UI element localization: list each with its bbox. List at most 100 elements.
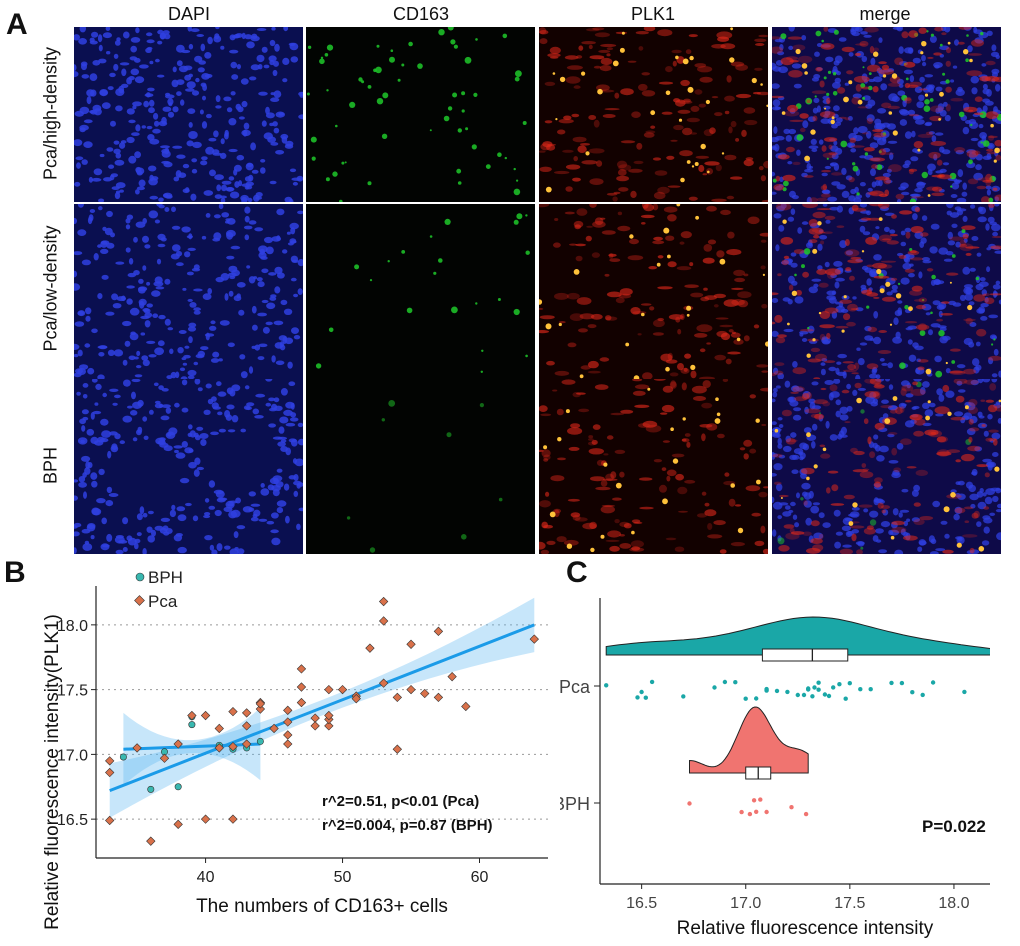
c-x-axis-label: Relative fluorescence intensity (677, 918, 934, 939)
b-point-pca (159, 753, 170, 763)
c-point-pca (764, 686, 769, 692)
panel-c-letter: C (566, 556, 588, 589)
b-point-pca (447, 671, 457, 682)
c-violin-pca (605, 616, 990, 656)
c-point-pca (604, 683, 609, 688)
c-point-pca (801, 692, 807, 698)
column-header-dapi: DAPI (167, 4, 210, 24)
b-point-pca (105, 815, 115, 826)
c-point-bph (687, 801, 692, 806)
legend-pca-label: Pca (148, 592, 178, 611)
c-point-bph (739, 809, 744, 815)
annotation-bph-stats: r^2=0.004, p=0.87 (BPH) (322, 817, 493, 834)
b-point-pca (241, 721, 252, 731)
annotation-pca-stats: r^2=0.51, p<0.01 (Pca) (322, 793, 479, 810)
c-point-pca (868, 687, 873, 692)
b-point-pca (187, 710, 197, 721)
c-point-bph (789, 805, 794, 810)
c-point-pca (643, 695, 648, 700)
c-point-pca (649, 679, 655, 685)
x-axis-label: The numbers of CD163+ cells (196, 896, 448, 917)
c-point-pca (774, 688, 780, 694)
micrograph-pca-high-density-cd163 (306, 27, 535, 202)
b-point-pca (255, 699, 266, 709)
b-point-pca (283, 705, 293, 716)
b-point-pca (433, 626, 444, 637)
c-xtick-label-3: 18.0 (938, 895, 969, 912)
micrograph-pca-low-density-cd163 (306, 204, 535, 379)
micrograph-pca-high-density-dapi (74, 27, 303, 202)
c-point-bph (747, 811, 753, 817)
b-xtick-label-2: 60 (471, 869, 489, 886)
c-point-pca (822, 692, 828, 697)
b-point-pca (241, 739, 252, 749)
c-point-bph (803, 811, 809, 817)
micrograph-bph-dapi (74, 379, 303, 554)
b-point-pca (132, 743, 142, 753)
c-point-pca (681, 694, 686, 699)
b-ytick-label-1: 17.0 (57, 747, 88, 764)
b-point-pca (228, 706, 238, 717)
column-header-merge: merge (859, 4, 911, 24)
c-point-pca (837, 682, 842, 687)
b-point-bph (174, 783, 182, 791)
micrograph-pca-high-density-merge (772, 27, 1001, 202)
b-point-pca (283, 730, 293, 740)
micrograph-pca-low-density-plk1 (539, 204, 768, 379)
panel-b-letter: B (4, 556, 26, 589)
c-box-pca (761, 648, 849, 662)
b-point-pca (337, 684, 348, 695)
column-header-plk1: PLK1 (630, 4, 676, 24)
micrograph-bph-cd163 (306, 379, 535, 554)
c-point-pca (816, 680, 821, 685)
b-point-pca (310, 713, 320, 723)
c-point-pca (795, 692, 800, 698)
c-xtick-label-0: 16.5 (626, 895, 657, 912)
b-point-pca (392, 744, 403, 754)
b-point-bph (119, 753, 127, 761)
b-point-pca (296, 697, 307, 708)
b-point-pca (105, 767, 115, 778)
b-point-pca (310, 721, 320, 731)
b-point-pca (146, 836, 156, 846)
c-point-bph (764, 809, 769, 815)
b-fit-line-bph (123, 742, 261, 751)
c-point-pca (847, 681, 852, 686)
c-xtick-label-2: 17.5 (834, 895, 865, 912)
c-xtick-label-1: 17.0 (730, 895, 761, 912)
c-point-pca (910, 690, 915, 695)
b-point-pca (200, 710, 211, 721)
micrograph-bph-plk1 (539, 379, 768, 554)
row-label-pca-high-density: Pca/high-density (40, 46, 61, 181)
b-point-pca (200, 814, 211, 824)
c-point-pca (899, 680, 905, 686)
b-point-pca (365, 643, 375, 653)
b-point-pca (269, 723, 279, 734)
b-point-pca (296, 682, 307, 692)
micrograph-pca-low-density-merge (772, 204, 1001, 379)
b-point-pca (296, 664, 307, 674)
c-point-pca (858, 687, 863, 692)
b-point-pca (406, 684, 416, 695)
c-point-pca (810, 694, 815, 699)
b-ytick-label-2: 17.5 (57, 683, 88, 700)
c-point-pca (889, 680, 894, 686)
b-point-pca (351, 694, 361, 704)
b-point-pca (255, 704, 266, 714)
b-fit-line-pca (109, 623, 535, 793)
scatter-chart-plk1-vs-cd163: 16.5 17.0 17.5 18.0 40 50 60 Relative fluoresc… (42, 568, 548, 930)
b-point-pca (529, 634, 539, 644)
c-point-pca (930, 680, 936, 685)
micrograph-pca-low-density-dapi (74, 204, 303, 379)
c-point-bph (751, 798, 757, 803)
b-point-pca (420, 688, 430, 699)
row-label-pca-low-density: Pca/low-density (40, 225, 61, 352)
c-point-pca (743, 696, 748, 701)
b-point-bph (188, 721, 196, 729)
c-point-pca (962, 689, 967, 695)
legend-bph-label: BPH (148, 568, 183, 587)
c-point-pca (722, 679, 728, 685)
b-point-pca (173, 739, 183, 749)
c-point-pca (843, 696, 848, 701)
legend-bph-marker (135, 572, 145, 582)
